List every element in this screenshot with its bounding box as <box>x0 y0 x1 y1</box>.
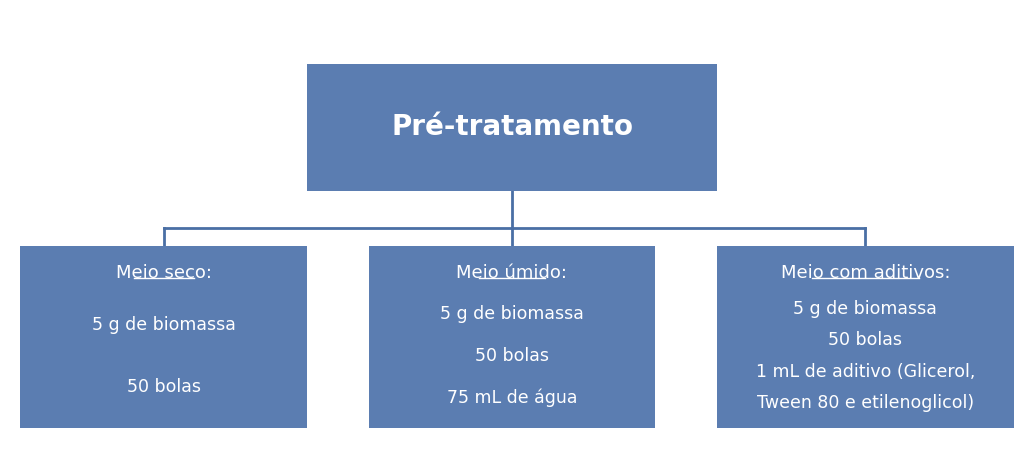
FancyBboxPatch shape <box>717 246 1014 428</box>
FancyBboxPatch shape <box>20 246 307 428</box>
Text: Tween 80 e etilenoglicol): Tween 80 e etilenoglicol) <box>757 394 974 412</box>
Text: 50 bolas: 50 bolas <box>828 331 902 349</box>
Text: Pré-tratamento: Pré-tratamento <box>391 113 633 142</box>
FancyBboxPatch shape <box>307 64 717 191</box>
Text: 75 mL de água: 75 mL de água <box>446 389 578 407</box>
Text: Meio seco:: Meio seco: <box>116 264 212 282</box>
Text: Meio úmido:: Meio úmido: <box>457 264 567 282</box>
Text: 50 bolas: 50 bolas <box>127 378 201 396</box>
Text: 1 mL de aditivo (Glicerol,: 1 mL de aditivo (Glicerol, <box>756 363 975 381</box>
Text: 5 g de biomassa: 5 g de biomassa <box>794 300 937 318</box>
Text: Meio com aditivos:: Meio com aditivos: <box>780 264 950 282</box>
Text: 5 g de biomassa: 5 g de biomassa <box>92 316 236 334</box>
FancyBboxPatch shape <box>369 246 655 428</box>
Text: 5 g de biomassa: 5 g de biomassa <box>440 305 584 324</box>
Text: 50 bolas: 50 bolas <box>475 347 549 365</box>
